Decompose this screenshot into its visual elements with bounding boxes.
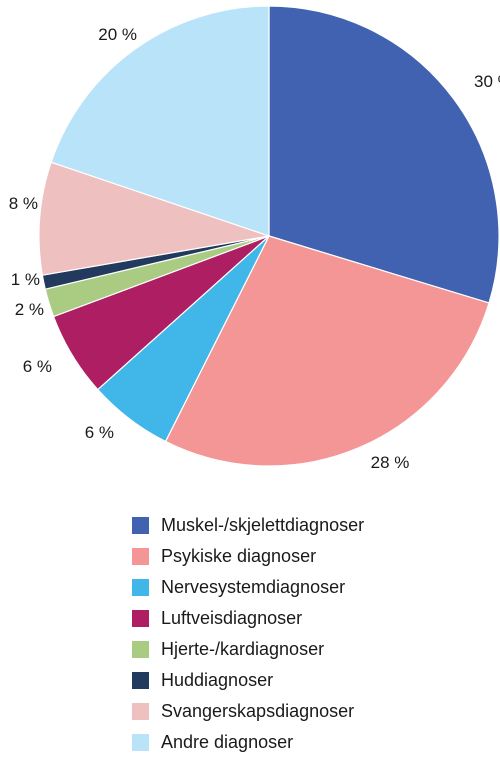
legend-label: Nervesystemdiagnoser [161,577,346,597]
slice-label-1: 30 % [474,72,500,91]
legend-label: Muskel-/skjelettdiagnoser [161,515,365,535]
legend-item-4: Luftveisdiagnoser [132,603,364,634]
legend-swatch [132,517,149,534]
legend-label: Huddiagnoser [161,670,274,690]
slice-label-8: 20 % [98,25,137,44]
pie-slice-1 [268,5,500,304]
slice-label-3: 6 % [85,423,114,442]
pie-slices [38,5,500,467]
legend-swatch [132,672,149,689]
chart-legend: Muskel-/skjelettdiagnoser Psykiske diagno… [132,510,364,758]
slice-label-5: 2 % [15,300,44,319]
pie-chart: 30 % 28 % 6 % 6 % 2 % 1 % 8 % 20 % [9,5,500,472]
slice-label-2: 28 % [371,453,410,472]
legend-label: Psykiske diagnoser [161,546,317,566]
legend-item-8: Andre diagnoser [132,727,364,758]
pie-slice-2 [164,235,490,467]
legend-swatch [132,641,149,658]
legend-item-6: Huddiagnoser [132,665,364,696]
legend-label: Andre diagnoser [161,732,294,752]
legend-swatch [132,734,149,751]
legend-swatch [132,610,149,627]
legend-item-3: Nervesystemdiagnoser [132,572,364,603]
legend-item-5: Hjerte-/kardiagnoser [132,634,364,665]
legend-swatch [132,703,149,720]
legend-item-1: Muskel-/skjelettdiagnoser [132,510,364,541]
slice-label-7: 8 % [9,194,38,213]
legend-swatch [132,548,149,565]
pie-slice-7 [38,161,270,276]
pie-slice-8 [50,5,270,237]
legend-label: Luftveisdiagnoser [161,608,303,628]
legend-label: Svangerskapsdiagnoser [161,701,355,721]
slice-label-6: 1 % [11,270,40,289]
slice-label-4: 6 % [23,357,52,376]
pie-labels: 30 % 28 % 6 % 6 % 2 % 1 % 8 % 20 % [9,25,500,472]
legend-item-2: Psykiske diagnoser [132,541,364,572]
legend-swatch [132,579,149,596]
legend-label: Hjerte-/kardiagnoser [161,639,325,659]
legend-item-7: Svangerskapsdiagnoser [132,696,364,727]
